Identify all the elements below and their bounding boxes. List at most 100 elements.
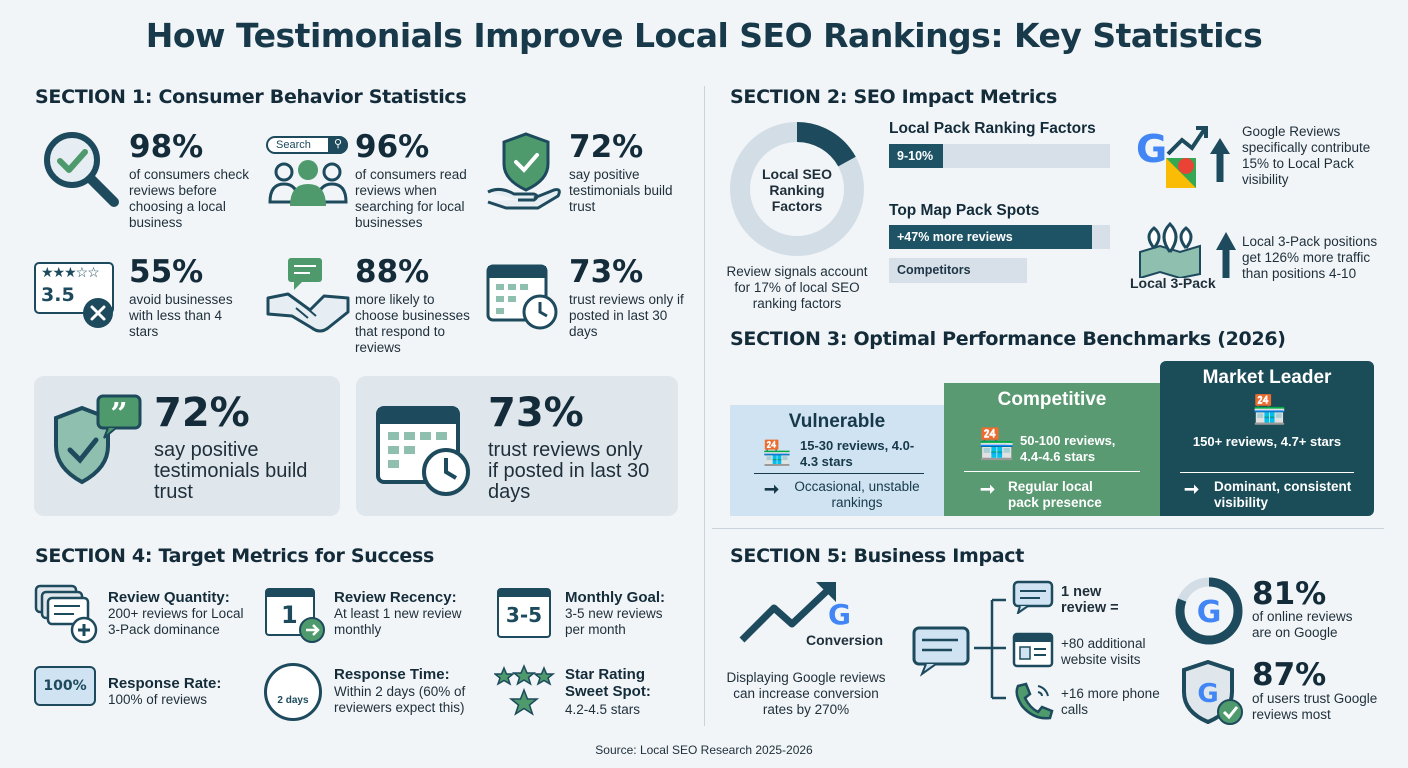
response-rate-desc: 100% of reviews — [108, 692, 208, 707]
section4-heading: SECTION 4: Target Metrics for Success — [35, 545, 435, 567]
monthly-goal-desc: 3-5 new reviews per month — [565, 606, 663, 637]
section5-heading: SECTION 5: Business Impact — [730, 545, 1025, 567]
donut-caption: Review signals account for 17% of local … — [726, 264, 868, 311]
response-time-desc: Within 2 days (60% of reviewers expect t… — [334, 684, 466, 715]
arrow-right-icon: ➞ — [980, 479, 996, 499]
tier-competitive: Competitive 🏪 50-100 reviews, 4.4-4.6 st… — [944, 383, 1160, 516]
stars-icon: ★★★☆☆ — [41, 264, 100, 280]
svg-text:”: ” — [110, 397, 127, 432]
tier-detail: 150+ reviews, 4.7+ stars — [1192, 434, 1342, 449]
star-rating-icon — [494, 664, 556, 716]
stat-value: 98% — [129, 129, 204, 165]
tier-separator — [964, 471, 1140, 472]
conversion-text: Displaying Google reviews can increase c… — [726, 670, 886, 717]
stat-value: 81% — [1252, 576, 1327, 612]
chat-bubble-icon — [1012, 580, 1054, 614]
card-desc: trust reviews only if posted in last 30 … — [488, 439, 650, 503]
crowned-store-icon: 🏪 — [1252, 394, 1287, 425]
card-desc: say positive testimonials build trust — [154, 439, 308, 503]
review-recency-label: Review Recency: — [334, 589, 457, 606]
calendar-clock-icon — [486, 264, 558, 330]
arrow-circle-icon — [299, 617, 325, 643]
svg-text:G: G — [1197, 595, 1222, 630]
x-circle-icon — [83, 298, 113, 328]
calendar-number: 1 — [281, 601, 298, 629]
shield-quote-icon: ” — [54, 394, 142, 485]
conversion-label: Conversion — [806, 632, 884, 648]
stat-value: 72% — [569, 129, 644, 165]
percent-badge: 100% — [43, 678, 87, 694]
arrow-right-icon: ➞ — [1184, 479, 1200, 499]
local-pack-bar: 9-10% — [889, 144, 943, 168]
range-label: 3-5 — [505, 603, 543, 627]
phone-icon — [1015, 682, 1054, 720]
tier-name: Competitive — [997, 389, 1107, 410]
monthly-goal-label: Monthly Goal: — [565, 589, 665, 606]
map-pins-icon — [1139, 222, 1236, 278]
stat-desc: of consumers check reviews before choosi… — [129, 167, 250, 230]
tier-separator — [1180, 472, 1354, 473]
local-3-pack-text: Local 3-Pack positions get 126% more tra… — [1242, 234, 1378, 281]
rating-value: 3.5 — [41, 284, 75, 306]
stat-desc: avoid businesses with less than 4 stars — [129, 292, 233, 339]
stat-value: 73% — [569, 254, 644, 290]
review-quantity-desc: 200+ reviews for Local 3-Pack dominance — [108, 606, 244, 637]
star-sweet-spot-label: Star Rating Sweet Spot: — [565, 666, 651, 700]
ranking-factors-donut — [730, 122, 864, 256]
google-reviews-text: Google Reviews specifically contribute 1… — [1242, 124, 1371, 187]
stat-desc: of consumers read reviews when searching… — [355, 167, 467, 230]
section3-heading: SECTION 3: Optimal Performance Benchmark… — [730, 328, 1286, 350]
stacked-reviews-icon — [34, 584, 98, 644]
source-note: Source: Local SEO Research 2025-2026 — [595, 743, 813, 757]
clock-icon: 2 days — [264, 663, 322, 721]
card-value: 73% — [488, 390, 584, 436]
arrow-right-icon: ➞ — [764, 479, 780, 499]
google-growth-icon: G — [1136, 126, 1230, 188]
stat-value: 88% — [355, 254, 430, 290]
local-pack-bar-track: 9-10% — [889, 144, 1110, 168]
tier-separator — [754, 473, 924, 474]
stat-desc: of online reviews are on Google — [1252, 609, 1353, 640]
google-donut-icon: G — [1175, 577, 1243, 645]
percent-bubble-icon: 100% — [34, 666, 96, 706]
google-shield-icon: G — [1182, 660, 1243, 725]
review-recency-desc: At least 1 new review monthly — [334, 606, 462, 637]
stat-desc: of users trust Google reviews most — [1252, 691, 1378, 722]
users-group-icon — [268, 160, 348, 206]
search-label: Search — [276, 139, 311, 151]
tier-name: Vulnerable — [788, 411, 886, 432]
magnifier-check-icon — [44, 132, 119, 207]
stat-value: 87% — [1252, 657, 1327, 693]
stat-value: 96% — [355, 129, 430, 165]
tier-result: Occasional, unstable rankings — [794, 479, 920, 510]
stat-value: 55% — [129, 254, 204, 290]
review-quantity-label: Review Quantity: — [108, 589, 230, 606]
stat-desc: trust reviews only if posted in last 30 … — [569, 292, 684, 339]
storefront-icon: 🏪 — [978, 428, 1016, 461]
search-icon: ⚲ — [328, 136, 348, 154]
competitors-label: Competitors — [897, 263, 971, 277]
section2-heading: SECTION 2: SEO Impact Metrics — [730, 86, 1058, 108]
section1-heading: SECTION 1: Consumer Behavior Statistics — [35, 86, 467, 108]
response-rate-label: Response Rate: — [108, 675, 222, 692]
range-calendar-icon: 3-5 — [497, 588, 551, 638]
shield-hand-icon — [487, 132, 561, 210]
conversion-trend-icon: G — [739, 582, 851, 643]
stat-desc: more likely to choose businesses that re… — [355, 292, 470, 355]
stat-desc: say positive testimonials build trust — [569, 167, 673, 214]
phone-calls-text: +16 more phone calls — [1061, 686, 1160, 717]
competitors-bar: Competitors — [889, 258, 1028, 283]
vertical-divider — [704, 86, 705, 726]
svg-text:G: G — [828, 598, 851, 631]
highlight-card-recency: 73% trust reviews only if posted in last… — [356, 376, 678, 516]
tier-vulnerable: Vulnerable 🏪 15-30 reviews, 4.0-4.3 star… — [730, 405, 944, 516]
handshake-icon — [266, 258, 350, 333]
page-title: How Testimonials Improve Local SEO Ranki… — [145, 16, 1263, 55]
horizontal-divider — [712, 528, 1384, 529]
tier-market-leader: Market Leader 🏪 150+ reviews, 4.7+ stars… — [1160, 361, 1374, 516]
donut-review-slice — [730, 122, 864, 256]
tier-detail: 15-30 reviews, 4.0-4.3 stars — [800, 438, 915, 469]
search-bar-icon: Search ⚲ — [266, 136, 348, 154]
clock-label: 2 days — [277, 695, 309, 706]
svg-text:G: G — [1197, 679, 1218, 709]
